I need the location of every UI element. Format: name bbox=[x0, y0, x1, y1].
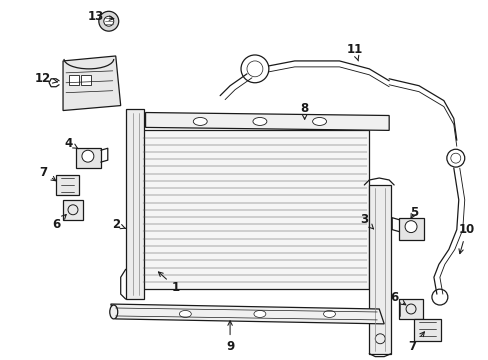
Polygon shape bbox=[76, 148, 101, 168]
Ellipse shape bbox=[193, 117, 207, 125]
Text: 10: 10 bbox=[458, 223, 474, 253]
Text: 3: 3 bbox=[360, 213, 373, 229]
Ellipse shape bbox=[179, 310, 191, 318]
Polygon shape bbox=[69, 75, 79, 85]
Ellipse shape bbox=[323, 310, 335, 318]
Polygon shape bbox=[63, 200, 83, 220]
Circle shape bbox=[404, 221, 416, 233]
Circle shape bbox=[103, 16, 114, 26]
Text: 11: 11 bbox=[346, 42, 362, 61]
Polygon shape bbox=[145, 113, 388, 130]
Text: 4: 4 bbox=[65, 137, 78, 150]
Text: 1: 1 bbox=[158, 272, 179, 294]
Text: 12: 12 bbox=[35, 72, 57, 85]
Ellipse shape bbox=[312, 117, 326, 125]
Ellipse shape bbox=[109, 305, 118, 319]
Polygon shape bbox=[125, 109, 143, 299]
Text: 6: 6 bbox=[52, 215, 66, 231]
Text: 8: 8 bbox=[300, 102, 308, 119]
Text: 9: 9 bbox=[225, 321, 234, 353]
Polygon shape bbox=[398, 218, 423, 239]
Ellipse shape bbox=[252, 117, 266, 125]
Circle shape bbox=[82, 150, 94, 162]
Polygon shape bbox=[368, 185, 390, 354]
Text: 7: 7 bbox=[407, 332, 424, 353]
Circle shape bbox=[99, 11, 119, 31]
Text: 2: 2 bbox=[111, 218, 125, 231]
Polygon shape bbox=[56, 175, 79, 195]
Polygon shape bbox=[81, 75, 91, 85]
Text: 13: 13 bbox=[87, 10, 114, 23]
Text: 5: 5 bbox=[409, 206, 417, 219]
Text: 6: 6 bbox=[389, 291, 405, 305]
Polygon shape bbox=[398, 299, 422, 319]
Polygon shape bbox=[413, 319, 440, 341]
Polygon shape bbox=[63, 56, 121, 111]
Polygon shape bbox=[111, 304, 384, 324]
Polygon shape bbox=[141, 130, 368, 289]
Text: 7: 7 bbox=[39, 166, 56, 181]
Ellipse shape bbox=[253, 310, 265, 318]
